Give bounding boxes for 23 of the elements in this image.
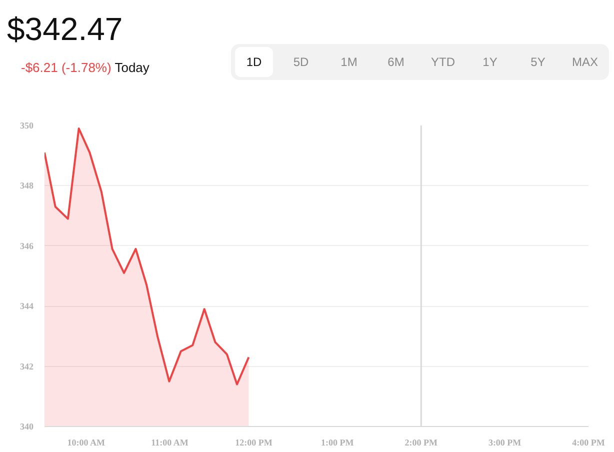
x-tick-label: 10:00 AM xyxy=(67,438,106,448)
x-tick-label: 12:00 PM xyxy=(235,438,273,448)
text: YTD xyxy=(430,54,456,71)
text: 5D xyxy=(292,54,310,71)
text: 1D xyxy=(235,47,273,77)
chart-subtitle: -$6.21 (-1.78%) Today xyxy=(21,60,150,75)
y-tick-label: 340 xyxy=(20,422,34,432)
text: 6M xyxy=(386,54,406,71)
text: 5Y xyxy=(530,54,546,71)
x-tick-label: 4:00 PM xyxy=(572,438,606,448)
y-tick-label: 344 xyxy=(20,301,34,312)
text: 1M xyxy=(340,54,358,71)
chart-title: $342.47 xyxy=(7,10,123,49)
text: 1Y xyxy=(482,54,498,71)
x-tick-label: 2:00 PM xyxy=(404,438,438,448)
y-tick-label: 342 xyxy=(20,361,34,372)
x-tick-label: 11:00 AM xyxy=(151,438,189,448)
y-tick-label: 350 xyxy=(20,120,34,130)
y-tick-label: 348 xyxy=(20,180,34,191)
text: MAX xyxy=(570,54,599,71)
y-tick-label: 346 xyxy=(20,240,34,251)
x-tick-label: 3:00 PM xyxy=(488,438,522,448)
x-tick-label: 1:00 PM xyxy=(321,438,354,448)
